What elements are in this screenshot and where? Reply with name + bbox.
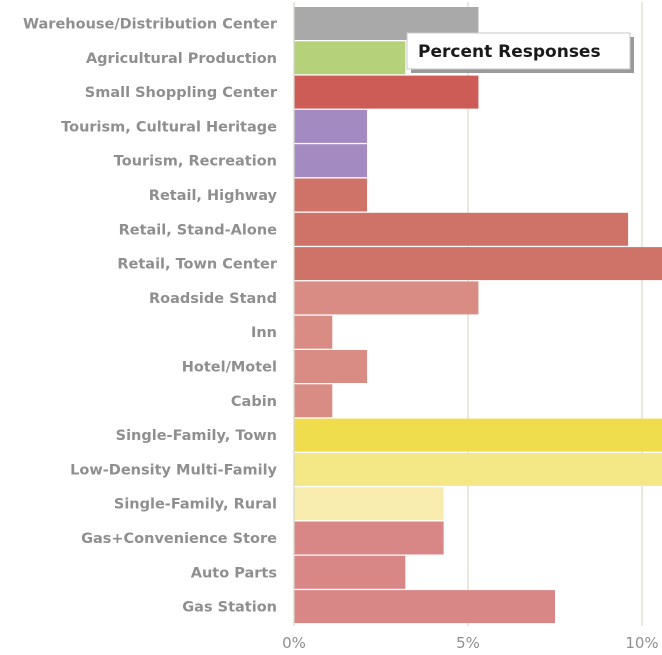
bar bbox=[294, 75, 479, 109]
category-label: Gas+Convenience Store bbox=[81, 531, 277, 547]
bar bbox=[294, 109, 368, 143]
category-label: Tourism, Cultural Heritage bbox=[61, 119, 277, 135]
x-tick-label: 5% bbox=[456, 634, 480, 652]
bar bbox=[294, 521, 444, 555]
bar bbox=[294, 212, 629, 246]
category-label: Single-Family, Rural bbox=[114, 497, 277, 513]
category-label: Retail, Highway bbox=[149, 188, 278, 204]
category-label: Hotel/Motel bbox=[182, 360, 277, 376]
category-label: Auto Parts bbox=[191, 565, 277, 581]
bar bbox=[294, 487, 444, 521]
bar bbox=[294, 144, 368, 178]
x-tick-label: 0% bbox=[282, 634, 306, 652]
category-label: Retail, Stand-Alone bbox=[119, 222, 278, 238]
bar bbox=[294, 555, 406, 589]
category-labels: Warehouse/Distribution Center Agricultura… bbox=[23, 17, 278, 616]
category-label: Low-Density Multi-Family bbox=[70, 462, 277, 478]
bar bbox=[294, 452, 662, 486]
category-label: Warehouse/Distribution Center bbox=[23, 17, 278, 33]
bar bbox=[294, 41, 406, 75]
bar bbox=[294, 350, 368, 383]
category-label: Agricultural Production bbox=[86, 51, 277, 67]
bar bbox=[294, 418, 662, 452]
x-tick-label: 10% bbox=[625, 634, 658, 652]
bar bbox=[294, 384, 333, 418]
bar bbox=[294, 247, 662, 281]
bars bbox=[294, 7, 662, 624]
bar bbox=[294, 315, 333, 349]
category-label: Inn bbox=[251, 325, 277, 341]
category-label: Cabin bbox=[231, 394, 277, 410]
legend: Percent Responses bbox=[406, 32, 634, 73]
legend-label: Percent Responses bbox=[418, 42, 601, 62]
category-label: Retail, Town Center bbox=[117, 257, 277, 273]
legend-box bbox=[406, 32, 631, 70]
bar bbox=[294, 281, 479, 315]
grid-lines bbox=[467, 2, 643, 626]
category-label: Gas Station bbox=[182, 600, 277, 616]
x-tick-labels: 0%5%10%15%20% bbox=[282, 634, 659, 652]
bar bbox=[294, 178, 368, 212]
bar bbox=[294, 590, 555, 624]
category-label: Tourism, Recreation bbox=[114, 154, 277, 170]
category-label: Roadside Stand bbox=[149, 291, 277, 307]
category-label: Single-Family, Town bbox=[116, 428, 277, 444]
category-label: Small Shoppling Center bbox=[85, 85, 278, 101]
